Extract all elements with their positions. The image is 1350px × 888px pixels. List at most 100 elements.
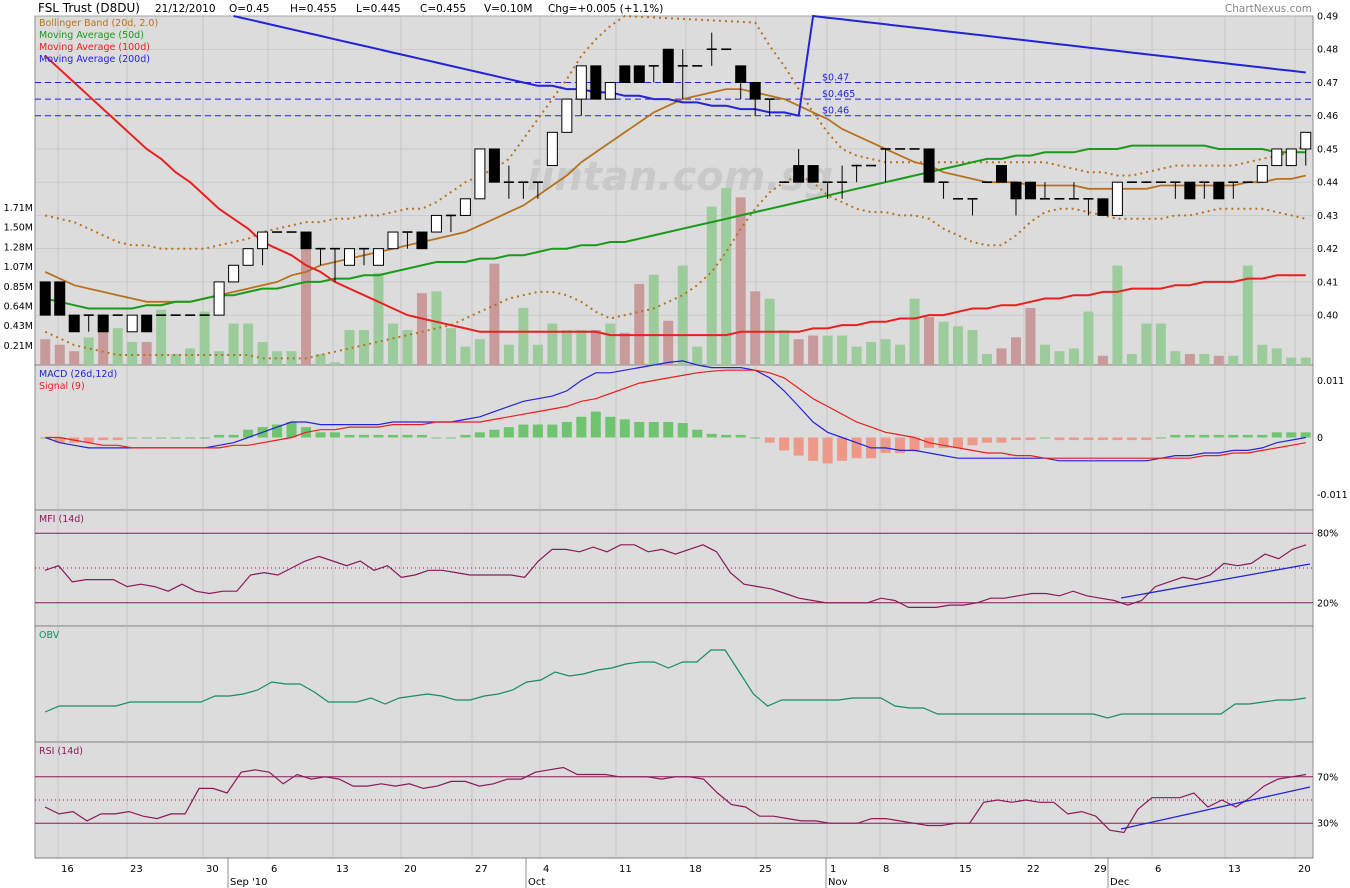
macd-hist-bar: [1025, 437, 1036, 441]
y-tick-label: 0.44: [1317, 178, 1338, 189]
x-tick-label: 25: [759, 864, 772, 875]
bollinger-lower: [44, 174, 1307, 360]
macd-hist-bar: [358, 434, 369, 438]
macd-hist-bar: [243, 429, 254, 438]
volume-bar: [373, 272, 384, 365]
signal-line: [45, 369, 1306, 459]
candle-body: [474, 148, 486, 200]
y-tick-label: 0.42: [1317, 244, 1338, 255]
macd-hist-bar: [518, 424, 529, 438]
volume-bar: [532, 344, 543, 365]
candle-body: [749, 81, 761, 100]
macd-hist-bar: [185, 437, 196, 439]
volume-bar: [924, 317, 935, 365]
volume-tick-label: 0.43M: [4, 321, 33, 332]
macd-hist-bar: [1286, 432, 1297, 438]
candle-body: [995, 165, 1007, 183]
volume-bar: [1083, 311, 1094, 365]
macd-hist-bar: [344, 434, 355, 438]
x-tick-label: 29: [1094, 864, 1107, 875]
volume-bar: [1097, 355, 1108, 365]
volume-bar: [692, 346, 703, 365]
candle-body: [126, 314, 138, 333]
macd-hist-bar: [1184, 434, 1195, 438]
macd-hist-bar: [880, 437, 891, 454]
bollinger-middle: [44, 88, 1307, 303]
macd-hist-bar: [83, 437, 94, 443]
macd-hist-bar: [1083, 437, 1094, 441]
volume-bar: [1271, 348, 1282, 365]
price-hlines: $0.47 $0.465 $0.46: [35, 72, 1313, 117]
candle-body: [387, 231, 399, 250]
macd-hist-bar: [706, 433, 717, 438]
volume-bar: [561, 330, 572, 365]
macd-hist-bar: [387, 434, 398, 438]
macd-hist-bar: [1141, 437, 1152, 441]
macd-hist-bar: [330, 432, 341, 438]
candle-body: [39, 281, 51, 316]
candle-body: [1300, 131, 1312, 150]
volume-bar: [1054, 351, 1065, 365]
macd-hist-bar: [793, 437, 804, 456]
volume-bar: [1155, 323, 1166, 365]
volume-bar: [1228, 355, 1239, 365]
candle-body: [807, 165, 819, 183]
volume-bar: [431, 291, 442, 365]
indicator-lines: [44, 14, 1307, 360]
volume-bar: [98, 314, 109, 365]
macd-line: [44, 360, 1306, 462]
macd-hist-bar: [1257, 434, 1268, 438]
rsi-panel: [34, 741, 1314, 859]
volume-bar: [1068, 348, 1079, 365]
candle-body: [213, 281, 225, 316]
macd-hist-bar: [576, 416, 587, 438]
macd-hist-bar: [953, 437, 964, 448]
mfi-tick-label: 20%: [1317, 598, 1338, 609]
volume-bar: [445, 328, 456, 365]
macd-hist-bar: [1242, 434, 1253, 438]
brand-logo[interactable]: ChartNexus.com: [1225, 3, 1312, 15]
volume-tick-label: 0.85M: [4, 282, 33, 293]
macd-hist-bar: [1039, 437, 1050, 439]
macd-hist-bar: [445, 437, 456, 439]
volume-bar: [706, 206, 717, 365]
candle-body: [54, 281, 66, 316]
volume-bar: [895, 344, 906, 365]
macd-hist-bar: [590, 411, 601, 438]
price-hline-label: $0.465: [822, 89, 855, 100]
candle-body: [430, 214, 442, 233]
volume-bar: [474, 339, 485, 365]
macd-hist-bar: [460, 434, 471, 438]
candle-body: [1285, 148, 1297, 167]
macd-hist-bar: [561, 421, 572, 438]
macd-hist-bar: [721, 434, 732, 438]
legend-rsi: RSI (14d): [39, 746, 83, 757]
candle-body: [141, 314, 153, 333]
volume-bar: [141, 341, 152, 365]
macd-hist-bar: [996, 437, 1007, 443]
macd-hist-bar: [199, 437, 210, 439]
volume-bar: [1199, 353, 1210, 365]
macd-hist-bar: [416, 434, 427, 438]
macd-hist-bar: [431, 437, 442, 439]
volume-bar: [793, 339, 804, 365]
volume-bar: [619, 332, 630, 365]
x-month-label: Oct: [528, 877, 545, 888]
x-month-label: Dec: [1110, 877, 1129, 888]
macd-hist-bar: [967, 437, 978, 446]
quote-low: L=0.445: [356, 3, 401, 15]
volume-bar: [69, 351, 80, 365]
y-tick-label: 0.45: [1317, 144, 1338, 155]
volume-bar: [634, 283, 645, 365]
y-tick-label: 0.43: [1317, 211, 1338, 222]
volume-tick-label: 0.64M: [4, 302, 33, 313]
volume-bar: [387, 323, 398, 365]
candle-body: [459, 198, 471, 216]
macd-hist-bar: [1010, 437, 1021, 441]
candle-body: [923, 148, 935, 183]
volume-bar: [648, 274, 659, 365]
mfi-trendline: [1120, 563, 1311, 599]
volume-bar: [1141, 323, 1152, 365]
macd-tick-label: -0.011: [1317, 490, 1348, 501]
macd-hist-bar: [112, 437, 123, 441]
